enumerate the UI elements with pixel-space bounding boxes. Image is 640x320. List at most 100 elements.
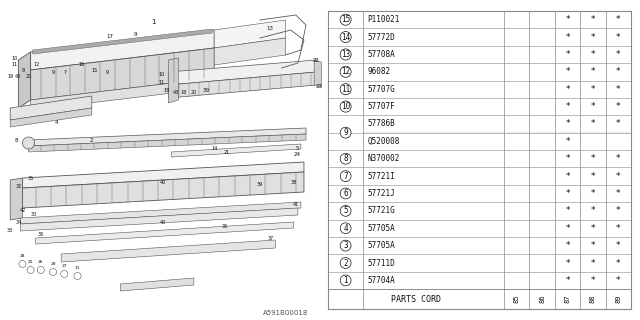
Text: 38: 38	[291, 180, 297, 186]
Text: 57721I: 57721I	[368, 172, 396, 180]
Text: 21: 21	[223, 150, 230, 156]
Text: *: *	[616, 119, 621, 128]
Text: *: *	[591, 189, 595, 198]
Text: 86: 86	[539, 295, 545, 303]
Polygon shape	[214, 20, 285, 48]
Text: 11: 11	[158, 79, 164, 84]
Polygon shape	[172, 144, 301, 157]
Text: 12: 12	[341, 67, 350, 76]
Text: P110021: P110021	[368, 15, 400, 24]
Text: 2: 2	[90, 138, 93, 142]
Text: 96082: 96082	[368, 67, 391, 76]
Polygon shape	[22, 162, 304, 188]
Text: 8: 8	[22, 68, 25, 73]
Text: 9: 9	[134, 31, 138, 36]
Text: 20: 20	[26, 74, 32, 78]
Text: A591B00018: A591B00018	[263, 310, 308, 316]
Text: 10: 10	[158, 73, 164, 77]
Text: *: *	[565, 33, 570, 42]
Text: *: *	[591, 241, 595, 250]
Text: 57711D: 57711D	[368, 259, 396, 268]
Polygon shape	[20, 208, 298, 231]
Text: 11: 11	[341, 85, 350, 94]
Text: Q520008: Q520008	[368, 137, 400, 146]
Circle shape	[22, 137, 35, 149]
Circle shape	[19, 260, 26, 268]
Text: *: *	[591, 102, 595, 111]
Text: 10: 10	[341, 102, 350, 111]
Text: 57708A: 57708A	[368, 50, 396, 59]
Text: *: *	[565, 15, 570, 24]
Text: 4: 4	[54, 119, 58, 124]
Text: 42: 42	[19, 207, 26, 212]
Text: *: *	[565, 50, 570, 59]
Text: 15: 15	[341, 15, 350, 24]
Text: 9: 9	[343, 128, 348, 137]
Text: *: *	[591, 119, 595, 128]
Text: 57705A: 57705A	[368, 241, 396, 250]
Polygon shape	[61, 240, 275, 262]
Polygon shape	[22, 172, 304, 208]
Polygon shape	[10, 178, 22, 220]
Text: *: *	[565, 276, 570, 285]
Text: *: *	[591, 206, 595, 215]
Text: 7: 7	[343, 172, 348, 180]
Text: *: *	[616, 50, 621, 59]
Text: 57705A: 57705A	[368, 224, 396, 233]
Text: *: *	[616, 15, 621, 24]
Text: 41: 41	[292, 203, 299, 207]
Text: 3: 3	[343, 241, 348, 250]
Text: 19: 19	[7, 74, 13, 78]
Text: 7: 7	[64, 70, 67, 76]
Polygon shape	[19, 52, 31, 108]
Circle shape	[49, 268, 56, 276]
Text: N370002: N370002	[368, 154, 400, 163]
Text: *: *	[591, 50, 595, 59]
Text: *: *	[616, 154, 621, 163]
Text: 28: 28	[20, 254, 25, 258]
Text: 13: 13	[341, 50, 350, 59]
Text: *: *	[565, 102, 570, 111]
Text: 22: 22	[313, 58, 320, 62]
Text: 32: 32	[15, 185, 22, 189]
Text: 1: 1	[151, 19, 156, 25]
Text: *: *	[565, 259, 570, 268]
Text: 34: 34	[15, 220, 22, 225]
Text: 57707F: 57707F	[368, 102, 396, 111]
Text: 11: 11	[11, 62, 17, 68]
Text: 14: 14	[341, 33, 350, 42]
Text: 57772D: 57772D	[368, 33, 396, 42]
Polygon shape	[214, 38, 285, 65]
Text: 57721J: 57721J	[368, 189, 396, 198]
Polygon shape	[168, 60, 316, 85]
Text: *: *	[565, 189, 570, 198]
Text: *: *	[616, 276, 621, 285]
Text: *: *	[591, 67, 595, 76]
Text: 26: 26	[38, 260, 44, 264]
Text: *: *	[616, 189, 621, 198]
Text: 39: 39	[257, 181, 263, 187]
Text: 57721G: 57721G	[368, 206, 396, 215]
Text: *: *	[616, 206, 621, 215]
Text: *: *	[616, 259, 621, 268]
Text: *: *	[616, 241, 621, 250]
Text: *: *	[591, 259, 595, 268]
Text: 8: 8	[15, 139, 18, 143]
Text: 37: 37	[267, 236, 273, 241]
Polygon shape	[29, 128, 306, 146]
Polygon shape	[31, 48, 214, 100]
Text: *: *	[591, 276, 595, 285]
Text: 18: 18	[180, 91, 187, 95]
Text: *: *	[591, 15, 595, 24]
Circle shape	[61, 270, 68, 277]
Text: 17: 17	[107, 34, 114, 38]
Text: *: *	[616, 102, 621, 111]
Text: *: *	[591, 85, 595, 94]
Text: 33: 33	[7, 228, 13, 233]
Text: 43: 43	[15, 74, 22, 78]
Polygon shape	[33, 29, 212, 54]
Text: 5: 5	[343, 206, 348, 215]
Text: 3: 3	[202, 87, 205, 92]
Text: PARTS CORD: PARTS CORD	[391, 294, 441, 303]
Polygon shape	[36, 222, 294, 244]
